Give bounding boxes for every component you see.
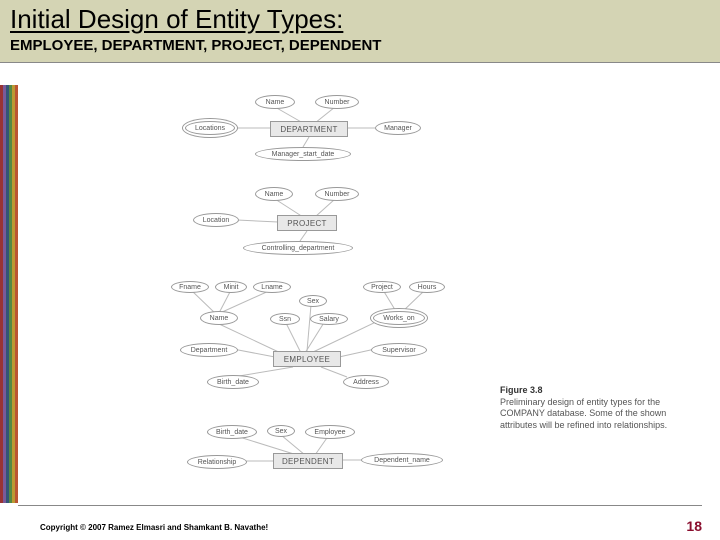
attr-fname: Fname	[171, 281, 209, 293]
attr-sex: Sex	[267, 425, 295, 437]
attr-manager-start-date: Manager_start_date	[255, 147, 351, 161]
attr-location: Location	[193, 213, 239, 227]
entity-department: DEPARTMENT	[270, 121, 348, 137]
entity-employee: EMPLOYEE	[273, 351, 341, 367]
entity-project: PROJECT	[277, 215, 337, 231]
attr-sex: Sex	[299, 295, 327, 307]
copyright: Copyright © 2007 Ramez Elmasri and Shamk…	[40, 523, 268, 532]
attr-department: Department	[180, 343, 238, 357]
slide-subtitle: EMPLOYEE, DEPARTMENT, PROJECT, DEPENDENT	[10, 37, 710, 54]
attr-minit: Minit	[215, 281, 247, 293]
attr-controlling-department: Controlling_department	[243, 241, 353, 255]
attr-birth-date: Birth_date	[207, 375, 259, 389]
attr-name: Name	[200, 311, 238, 325]
figure-text: Preliminary design of entity types for t…	[500, 397, 667, 430]
slide-header: Initial Design of Entity Types: EMPLOYEE…	[0, 0, 720, 63]
attr-hours: Hours	[409, 281, 445, 293]
attr-manager: Manager	[375, 121, 421, 135]
attr-project: Project	[363, 281, 401, 293]
entity-dependent: DEPENDENT	[273, 453, 343, 469]
attr-salary: Salary	[310, 313, 348, 325]
attr-birth-date: Birth_date	[207, 425, 257, 439]
page-number: 18	[686, 518, 702, 534]
er-diagram: DEPARTMENT PROJECT EMPLOYEE DEPENDENT Name Nu…	[125, 95, 525, 485]
attr-lname: Lname	[253, 281, 291, 293]
attr-address: Address	[343, 375, 389, 389]
attr-locations: Locations	[185, 121, 235, 135]
slide-title: Initial Design of Entity Types:	[10, 4, 710, 35]
attr-dependent-name: Dependent_name	[361, 453, 443, 467]
side-stripe	[0, 85, 18, 503]
attr-works-on: Works_on	[373, 311, 425, 325]
attr-employee: Employee	[305, 425, 355, 439]
attr-relationship: Relationship	[187, 455, 247, 469]
attr-name: Name	[255, 187, 293, 201]
figure-caption: Figure 3.8 Preliminary design of entity …	[500, 385, 700, 432]
attr-ssn: Ssn	[270, 313, 300, 325]
figure-number: Figure 3.8	[500, 385, 543, 395]
footer-rule	[18, 505, 702, 506]
attr-number: Number	[315, 95, 359, 109]
attr-number: Number	[315, 187, 359, 201]
attr-name: Name	[255, 95, 295, 109]
attr-supervisor: Supervisor	[371, 343, 427, 357]
